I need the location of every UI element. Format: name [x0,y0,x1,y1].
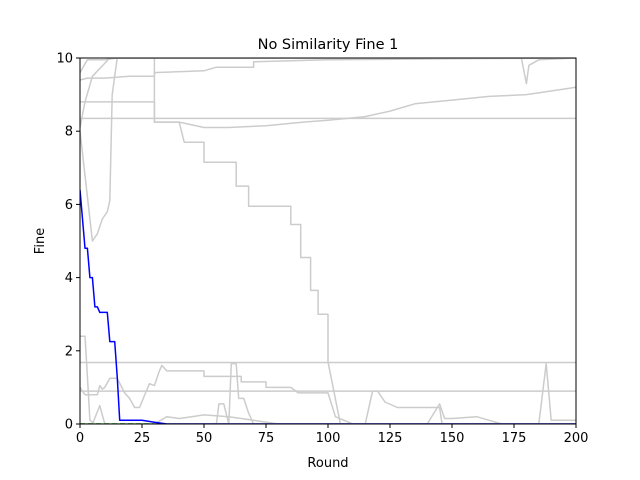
plot-area [80,58,576,424]
y-tick-label: 4 [65,271,73,286]
background-series-line-6 [80,58,576,73]
y-axis: 0 2 4 6 8 10 [56,52,80,433]
y-tick-label: 0 [65,418,73,433]
x-tick-label: 25 [134,431,151,446]
background-series-line-7 [80,58,576,128]
y-tick-label: 6 [65,198,73,213]
y-axis-label: Fine [33,228,48,254]
y-tick-label: 8 [65,125,73,140]
x-tick-label: 175 [502,431,527,446]
background-series-line-5 [80,58,576,81]
y-tick-label: 10 [56,52,73,67]
background-series-line-13 [80,362,576,424]
background-series-line-10 [80,364,576,424]
x-tick-label: 100 [316,431,341,446]
background-series-line-11 [80,362,576,424]
x-axis: 0 25 50 75 100 125 150 175 200 [76,424,589,446]
x-tick-label: 50 [196,431,213,446]
main-series-line [80,189,576,424]
background-series-line-9 [80,335,576,424]
background-series-line-12 [80,403,576,424]
x-tick-label: 125 [378,431,403,446]
x-tick-label: 200 [564,431,589,446]
x-tick-label: 75 [258,431,275,446]
x-tick-label: 150 [440,431,465,446]
series-layer [80,58,576,424]
background-series-line-8 [80,58,576,424]
chart-title: No Similarity Fine 1 [258,37,399,53]
y-tick-label: 2 [65,344,73,359]
x-axis-label: Round [307,456,348,471]
x-tick-label: 0 [76,431,84,446]
